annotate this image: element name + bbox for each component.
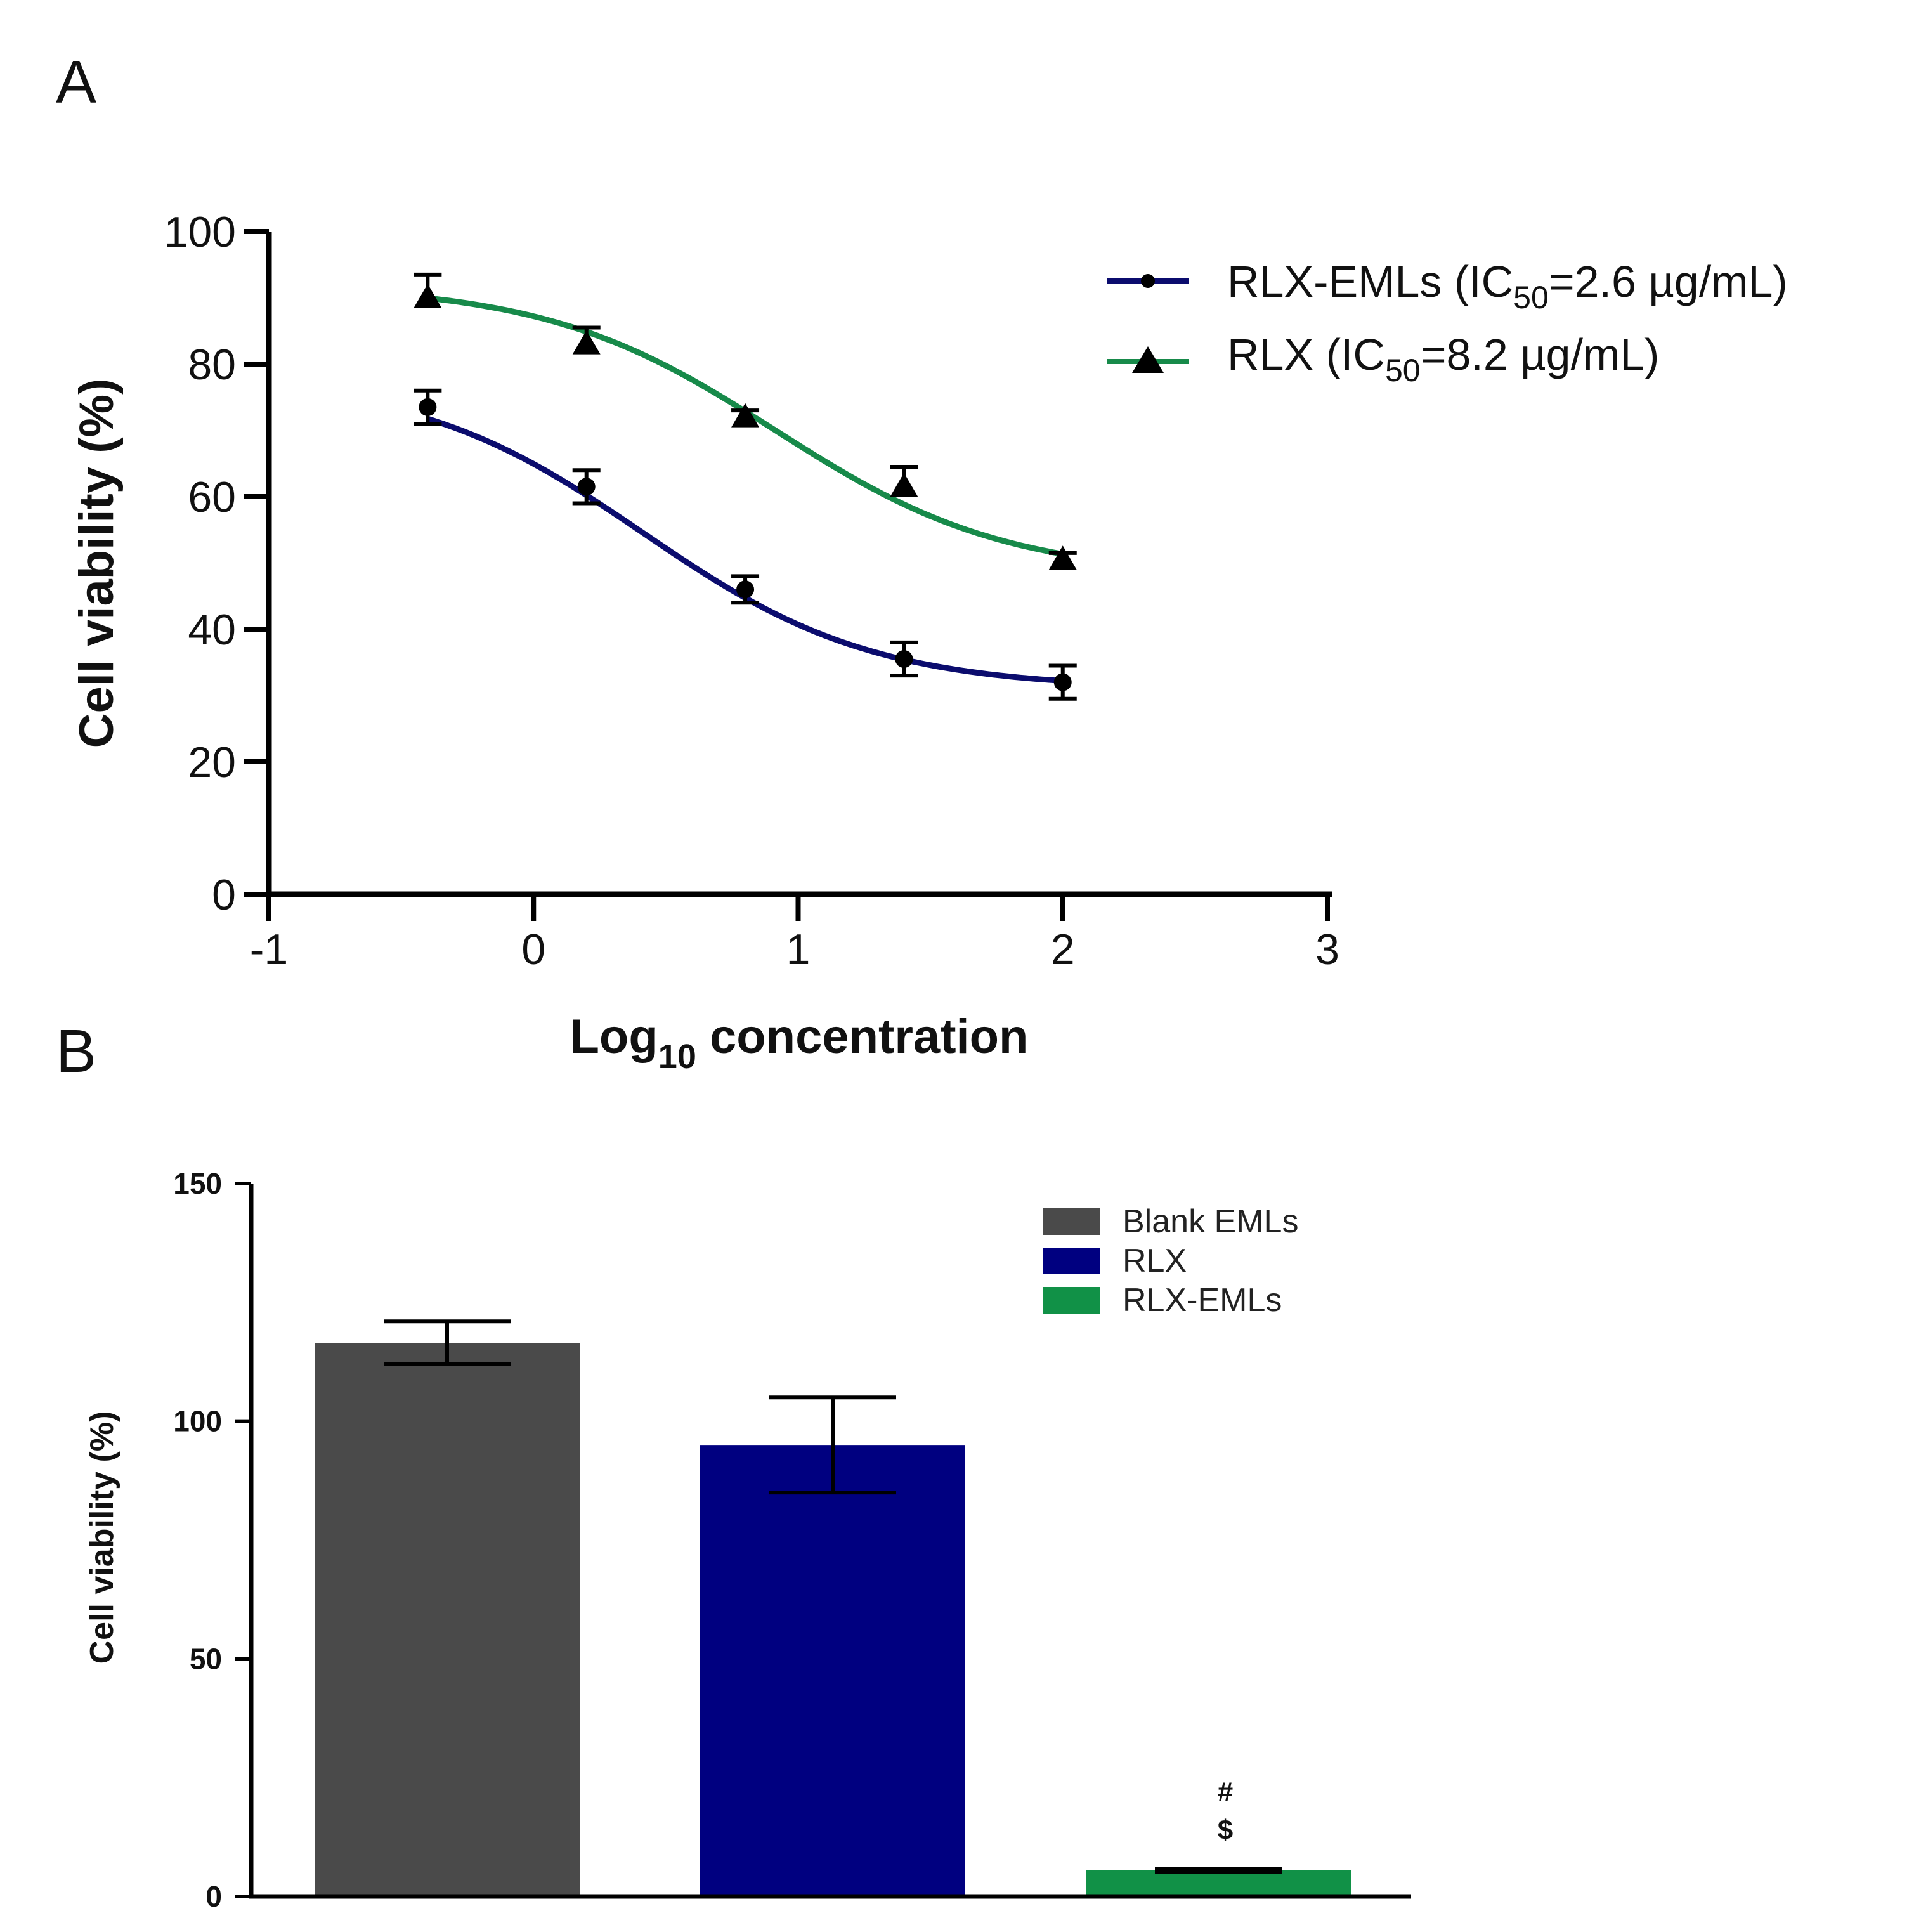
legend-label-rlx-emls-post: =2.6 µg/mL)	[1549, 257, 1788, 306]
bar-1	[700, 1445, 965, 1896]
data-point-circle	[577, 478, 596, 496]
y-tick-label: 100	[173, 1405, 222, 1438]
legend-entry-rlx-emls: RLX-EMLs (IC50=2.6 µg/mL)	[1107, 257, 1788, 315]
y-tick-label: 40	[188, 606, 236, 654]
legend-label-rlx-pre: RLX (IC	[1227, 330, 1385, 379]
data-point-triangle	[414, 284, 442, 308]
y-tick-label: 0	[212, 871, 236, 919]
x-tick-label: 2	[1051, 925, 1075, 974]
data-point-triangle	[890, 473, 918, 497]
legend-label-rlx-emls-sub: 50	[1513, 280, 1549, 315]
panel-b-letter: B	[56, 1017, 96, 1085]
legend-marker-circle	[1141, 274, 1155, 288]
data-point-triangle	[572, 330, 601, 355]
x-axis-title-main: Log	[570, 1010, 658, 1064]
legend-label-rlx-sub: 50	[1385, 353, 1421, 388]
legend-label-blank-emls: Blank EMLs	[1123, 1203, 1298, 1240]
data-point-circle	[736, 580, 755, 599]
legend-entry-rlx: RLX (IC50=8.2 µg/mL)	[1107, 330, 1659, 388]
y-tick-label: 20	[188, 738, 236, 787]
x-axis-title-subscript: 10	[658, 1038, 696, 1076]
panel-a-x-axis-title: Log10 concentration	[570, 1010, 1029, 1076]
panel-b-y-ticks: 0 50 100 150	[173, 1167, 251, 1913]
data-point-circle	[419, 398, 437, 416]
x-tick-label: 0	[521, 925, 545, 974]
data-point-triangle	[1048, 545, 1077, 570]
legend-swatch-rlx	[1043, 1248, 1100, 1274]
panel-a-y-ticks: 0 20 40 60 80 100	[164, 208, 269, 919]
panel-b-bars	[315, 1343, 1351, 1896]
panel-b-error-bars	[384, 1319, 1282, 1874]
x-axis-title-rest: concentration	[696, 1010, 1029, 1064]
panel-a-y-axis-title: Cell viability (%)	[70, 379, 124, 748]
y-tick-label: 150	[173, 1167, 222, 1200]
panel-b: B 0 50 100 150 Cell viability (%) # $ Blank…	[56, 1017, 1411, 1913]
panel-a: A 0 20 40 60 80 100 -1 0 1 2 3 Cell viability (%)…	[56, 48, 1788, 1076]
panel-b-y-axis-title: Cell viability (%)	[84, 1411, 120, 1664]
data-point-circle	[895, 650, 913, 669]
x-tick-label: 3	[1315, 925, 1339, 974]
panel-a-markers	[414, 284, 1077, 691]
legend-label-rlx-post: =8.2 µg/mL)	[1421, 330, 1660, 379]
legend-swatch-blank-emls	[1043, 1208, 1100, 1235]
bar-2	[1086, 1870, 1351, 1896]
legend-label-rlx: RLX (IC50=8.2 µg/mL)	[1227, 330, 1659, 388]
bar-0	[315, 1343, 580, 1896]
legend-swatch-rlx-emls	[1043, 1287, 1100, 1314]
panel-a-legend: RLX-EMLs (IC50=2.6 µg/mL) RLX (IC50=8.2 …	[1107, 257, 1788, 388]
panel-a-letter: A	[56, 48, 96, 116]
annotation-dollar: $	[1218, 1815, 1233, 1846]
data-point-circle	[1053, 673, 1072, 691]
legend-label-rlx-emls-pre: RLX-EMLs (IC	[1227, 257, 1513, 306]
legend-label-rlx-emls: RLX-EMLs	[1123, 1282, 1282, 1319]
panel-a-x-ticks: -1 0 1 2 3	[250, 894, 1339, 974]
x-tick-label: -1	[250, 925, 288, 974]
y-tick-label: 50	[190, 1642, 222, 1675]
y-tick-label: 80	[188, 341, 236, 389]
legend-marker-triangle	[1132, 346, 1164, 373]
y-tick-label: 0	[205, 1880, 222, 1913]
legend-label-rlx-emls: RLX-EMLs (IC50=2.6 µg/mL)	[1227, 257, 1788, 315]
x-tick-label: 1	[786, 925, 811, 974]
data-point-triangle	[731, 403, 760, 428]
panel-b-legend: Blank EMLs RLX RLX-EMLs	[1043, 1203, 1298, 1319]
annotation-hash: #	[1218, 1777, 1233, 1808]
y-tick-label: 60	[188, 473, 236, 521]
legend-label-rlx: RLX	[1123, 1243, 1187, 1279]
y-tick-label: 100	[164, 208, 236, 256]
